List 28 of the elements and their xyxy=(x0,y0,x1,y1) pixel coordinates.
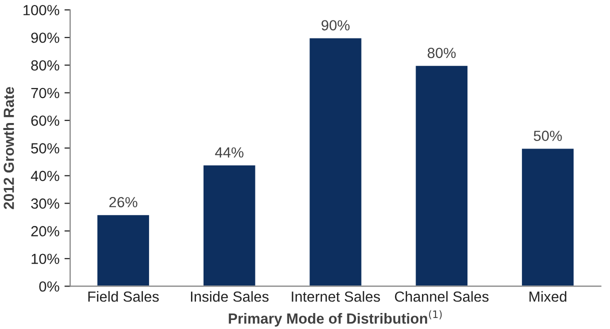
data-label: 90% xyxy=(322,20,350,30)
data-label: 44% xyxy=(215,147,244,158)
x-tick-label: Channel Sales xyxy=(394,291,489,302)
data-label: 80% xyxy=(428,48,456,58)
x-tick-label: Field Sales xyxy=(88,291,159,302)
bar xyxy=(414,64,469,286)
x-tick-label: Internet Sales xyxy=(292,291,380,302)
y-tick-label: 100% xyxy=(24,4,60,16)
y-tick-label: 0% xyxy=(39,281,60,292)
x-tick-label: Mixed xyxy=(530,291,566,302)
y-axis-title: 2012 Growth Rate xyxy=(3,86,14,210)
y-tick-label: 20% xyxy=(31,226,60,236)
y-tick-label: 50% xyxy=(31,143,60,154)
y-tick-label: 70% xyxy=(31,88,60,98)
y-tick-label: 30% xyxy=(31,198,60,209)
y-tick-label: 60% xyxy=(31,116,60,126)
bar xyxy=(96,214,150,286)
data-label: 26% xyxy=(109,197,138,208)
y-tick-label: 40% xyxy=(30,170,60,182)
data-label: 50% xyxy=(534,130,562,141)
bar xyxy=(202,164,257,286)
y-tick-label: 10% xyxy=(32,254,60,264)
y-tick-label: 80% xyxy=(31,60,60,71)
x-tick-label: Inside Sales xyxy=(190,291,269,302)
y-tick-label: 90% xyxy=(31,32,60,43)
bar xyxy=(520,147,576,286)
x-axis-title: Primary Mode of Distribution$^{(1)}$ xyxy=(228,310,442,327)
bar xyxy=(308,36,363,286)
